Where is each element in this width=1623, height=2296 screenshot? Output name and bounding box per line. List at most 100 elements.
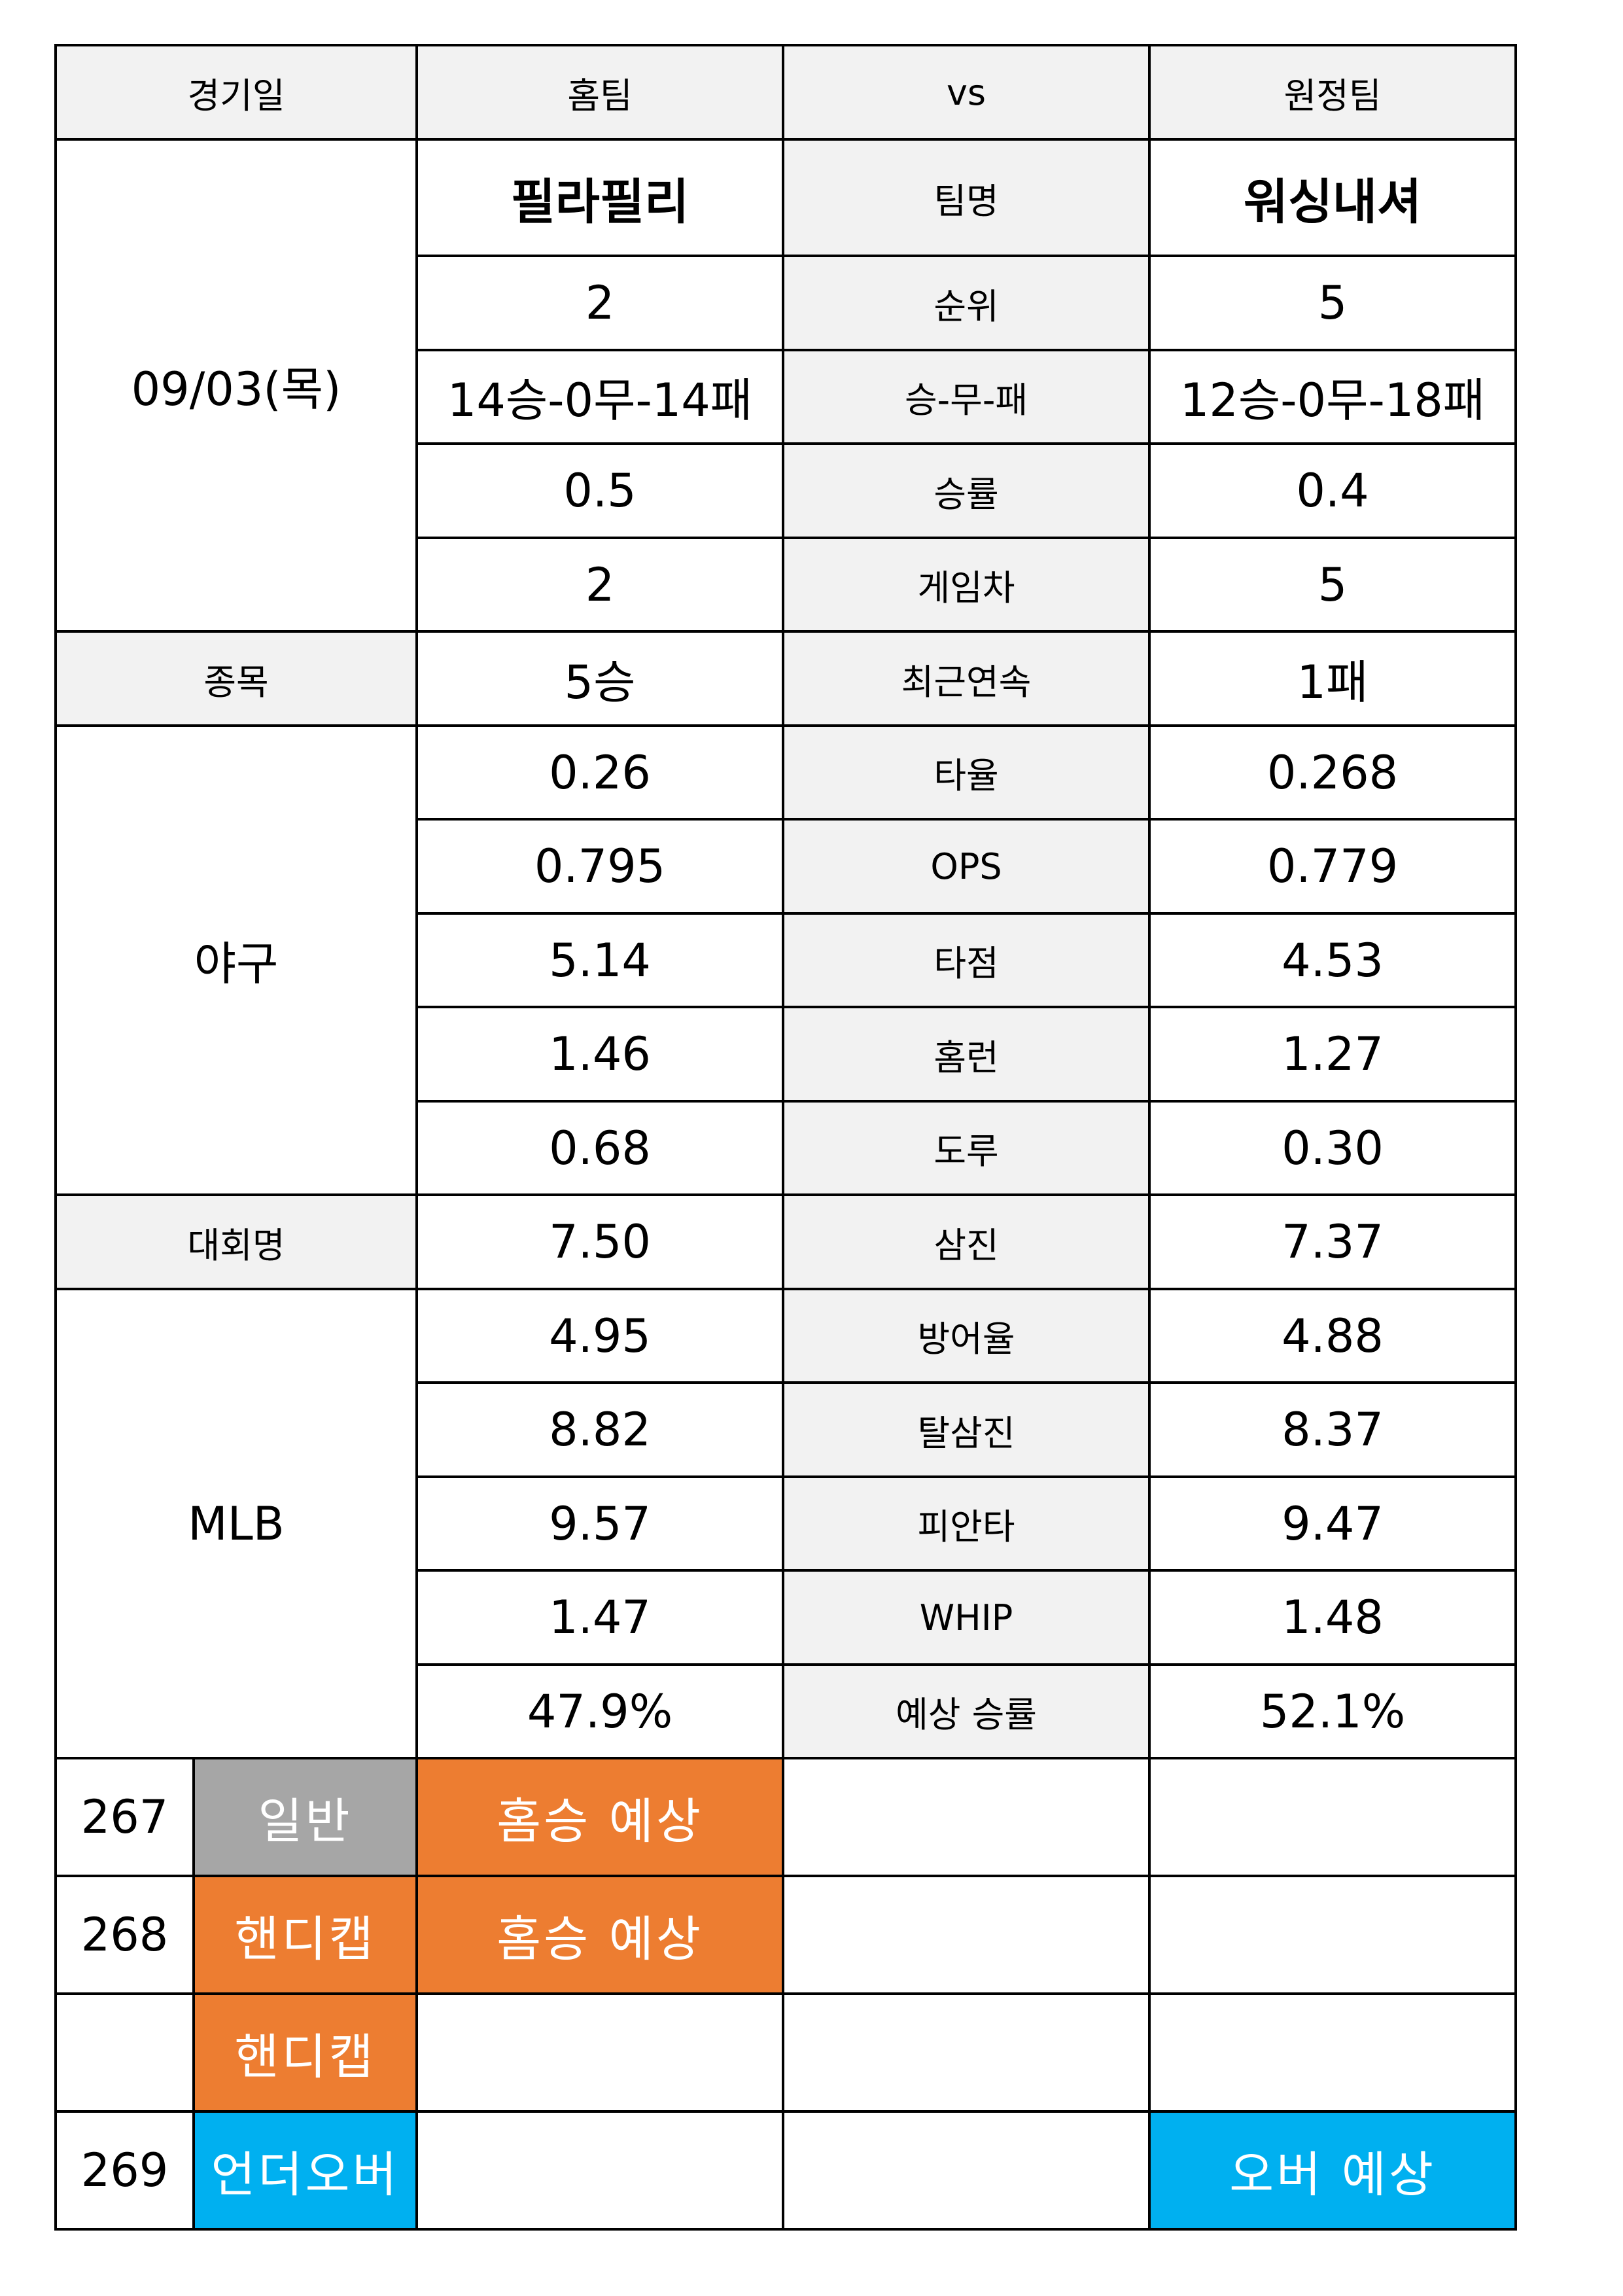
- away-stat-value: 0.268: [1148, 724, 1518, 821]
- stat-label: 팀명: [782, 138, 1151, 257]
- draw-pick-cell: [782, 1757, 1151, 1877]
- home-stat-value: 14승-0무-14패: [415, 349, 785, 445]
- away-stat-value: 1.48: [1148, 1569, 1518, 1666]
- sport-value: 야구: [54, 724, 419, 1196]
- game-number: 267: [54, 1757, 195, 1877]
- pick-row: 핸디캡: [54, 1992, 1518, 2113]
- stat-row-era: MLB 4.95 방어율 4.88: [54, 1288, 1518, 1759]
- vs-header: vs: [782, 44, 1151, 141]
- stat-label: 홈런: [782, 1006, 1151, 1103]
- away-team-header: 원정팀: [1148, 44, 1518, 141]
- stat-label: 예상 승률: [782, 1663, 1151, 1759]
- away-stat-value: 7.37: [1148, 1193, 1518, 1290]
- away-stat-value: 0.4: [1148, 442, 1518, 539]
- home-pick-badge: 홈승 예상: [415, 1757, 785, 1877]
- stat-row-streak: 종목 5승 최근연속 1패: [54, 630, 1518, 727]
- league-value: MLB: [54, 1288, 419, 1759]
- stat-row-strikeouts: 대회명 7.50 삼진 7.37: [54, 1193, 1518, 1290]
- stat-label: 탈삼진: [782, 1381, 1151, 1478]
- away-stat-value: 4.53: [1148, 912, 1518, 1008]
- stat-label: 타점: [782, 912, 1151, 1008]
- away-stat-value: 1.27: [1148, 1006, 1518, 1103]
- stat-label: 승률: [782, 442, 1151, 539]
- draw-pick-cell: [782, 2110, 1151, 2231]
- home-stat-value: 1.46: [415, 1006, 785, 1103]
- away-stat-value: 12승-0무-18패: [1148, 349, 1518, 445]
- pick-row: 267 일반 홈승 예상: [54, 1757, 1518, 1877]
- home-stat-value: 5.14: [415, 912, 785, 1008]
- stat-row-home-runs: 1.46 홈런 1.27: [56, 1006, 1518, 1103]
- match-date: 09/03(목): [54, 138, 419, 633]
- home-stat-value: 8.82: [415, 1381, 785, 1478]
- home-stat-value: 4.95: [415, 1288, 785, 1384]
- away-pick-cell: [1148, 1875, 1518, 1995]
- away-pick-cell: [1148, 1757, 1518, 1877]
- away-stat-value: 0.30: [1148, 1100, 1518, 1196]
- stat-row-pitcher-strikeouts: 8.82 탈삼진 8.37: [56, 1381, 1518, 1478]
- stat-row-steals: 0.68 도루 0.30: [56, 1100, 1518, 1196]
- home-stat-value: 1.47: [415, 1569, 785, 1666]
- stat-row-batting-avg: 야구 0.26 타율 0.268: [54, 724, 1518, 1196]
- away-team-name: 워싱내셔: [1148, 138, 1518, 257]
- home-stat-value: 2: [415, 537, 785, 633]
- stat-label: WHIP: [782, 1569, 1151, 1666]
- home-stat-value: 0.795: [415, 818, 785, 915]
- home-pick-badge: 홈승 예상: [415, 1875, 785, 1995]
- home-stat-value: 0.26: [415, 724, 785, 821]
- pick-row: 268 핸디캡 홈승 예상: [54, 1875, 1518, 1995]
- stat-row-ops: 0.795 OPS 0.779: [56, 818, 1518, 915]
- home-pick-cell: [415, 2110, 785, 2231]
- home-stat-value: 9.57: [415, 1475, 785, 1572]
- stat-row-rank: 2 순위 5: [56, 255, 1518, 351]
- home-stat-value: 0.68: [415, 1100, 785, 1196]
- home-stat-value: 5승: [415, 630, 785, 727]
- away-stat-value: 5: [1148, 537, 1518, 633]
- home-stat-value: 7.50: [415, 1193, 785, 1290]
- away-stat-value: 1패: [1148, 630, 1518, 727]
- stat-row-win-rate: 0.5 승률 0.4: [56, 442, 1518, 539]
- game-number: [54, 1992, 195, 2113]
- stat-label: 승-무-패: [782, 349, 1151, 445]
- header-row: 경기일 홈팀 vs 원정팀: [54, 44, 1518, 141]
- league-label: 대회명: [54, 1193, 419, 1290]
- match-analysis-sheet: 경기일 홈팀 vs 원정팀 09/03(목) 필라필리 팀명 워싱내셔 2 순위…: [54, 44, 1518, 2231]
- stat-label: 피안타: [782, 1475, 1151, 1572]
- away-stat-value: 52.1%: [1148, 1663, 1518, 1759]
- draw-pick-cell: [782, 1875, 1151, 1995]
- home-stat-value: 47.9%: [415, 1663, 785, 1759]
- pick-type-badge: 일반: [192, 1757, 419, 1877]
- stat-row-expected-win-rate: 47.9% 예상 승률 52.1%: [56, 1663, 1518, 1759]
- game-number: 268: [54, 1875, 195, 1995]
- away-stat-value: 8.37: [1148, 1381, 1518, 1478]
- stat-label: OPS: [782, 818, 1151, 915]
- match-table: 경기일 홈팀 vs 원정팀 09/03(목) 필라필리 팀명 워싱내셔 2 순위…: [54, 44, 1518, 2231]
- stat-label: 최근연속: [782, 630, 1151, 727]
- date-header: 경기일: [54, 44, 419, 141]
- pick-type-badge: 핸디캡: [192, 1992, 419, 2113]
- home-stat-value: 2: [415, 255, 785, 351]
- stat-label: 도루: [782, 1100, 1151, 1196]
- stat-row-team-name: 09/03(목) 필라필리 팀명 워싱내셔: [54, 138, 1518, 633]
- stat-label: 게임차: [782, 537, 1151, 633]
- home-pick-cell: [415, 1992, 785, 2113]
- home-stat-value: 0.5: [415, 442, 785, 539]
- sport-label: 종목: [54, 630, 419, 727]
- stat-label: 타율: [782, 724, 1151, 821]
- away-pick-badge: 오버 예상: [1148, 2110, 1518, 2231]
- stat-row-record: 14승-0무-14패 승-무-패 12승-0무-18패: [56, 349, 1518, 445]
- game-number: 269: [54, 2110, 195, 2231]
- away-stat-value: 9.47: [1148, 1475, 1518, 1572]
- stat-label: 삼진: [782, 1193, 1151, 1290]
- stat-label: 순위: [782, 255, 1151, 351]
- away-stat-value: 0.779: [1148, 818, 1518, 915]
- pick-type-badge: 핸디캡: [192, 1875, 419, 1995]
- home-team-name: 필라필리: [415, 138, 785, 257]
- pick-type-badge: 언더오버: [192, 2110, 419, 2231]
- home-team-header: 홈팀: [415, 44, 785, 141]
- stat-row-games-behind: 2 게임차 5: [56, 537, 1518, 633]
- stat-label: 방어율: [782, 1288, 1151, 1384]
- draw-pick-cell: [782, 1992, 1151, 2113]
- stat-row-whip: 1.47 WHIP 1.48: [56, 1569, 1518, 1666]
- stat-row-rbi: 5.14 타점 4.53: [56, 912, 1518, 1008]
- away-stat-value: 4.88: [1148, 1288, 1518, 1384]
